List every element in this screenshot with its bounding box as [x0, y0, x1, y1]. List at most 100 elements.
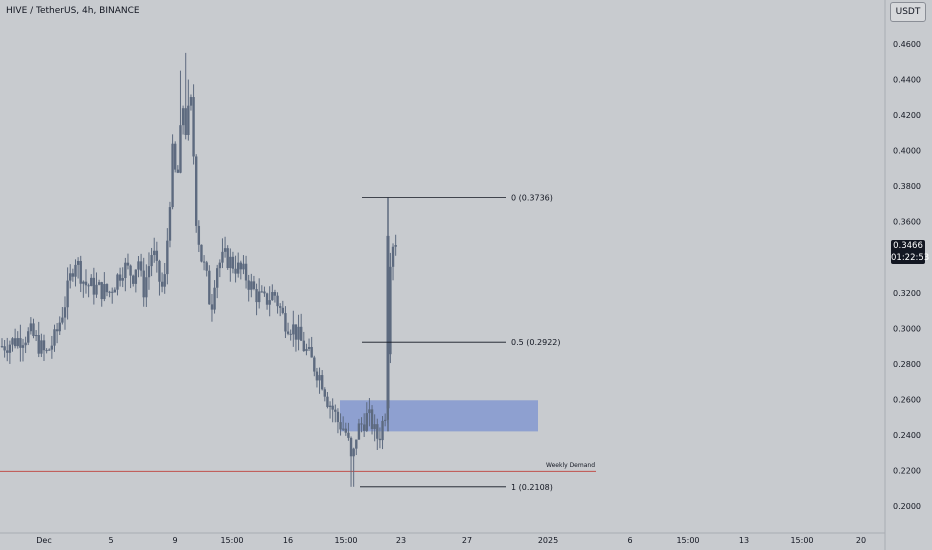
time-tick-label: 2025	[538, 536, 558, 545]
candle-body	[276, 295, 279, 307]
candle-body	[378, 438, 382, 441]
candle-body	[216, 268, 219, 288]
currency-button[interactable]: USDT	[890, 2, 926, 22]
candle-body	[79, 260, 82, 284]
candle-body	[153, 250, 156, 256]
candle-body	[213, 287, 216, 310]
candle-body	[328, 405, 332, 407]
candle-body	[373, 424, 376, 429]
candle-body	[268, 300, 271, 305]
candle-body	[355, 439, 358, 449]
time-tick-label: Dec	[36, 536, 51, 545]
candle-body	[55, 329, 59, 332]
candle-body	[221, 251, 224, 263]
price-tick-label: 0.2400	[893, 431, 921, 440]
price-tick-label: 0.3800	[893, 182, 921, 191]
candle-body	[108, 291, 111, 293]
candle-body	[318, 375, 321, 381]
candle-body	[362, 424, 366, 431]
candle-body	[307, 346, 311, 349]
candle-body	[181, 108, 185, 126]
candle-body	[273, 292, 277, 296]
candle-body	[76, 260, 80, 265]
candle-body	[265, 293, 269, 305]
candle-body	[126, 262, 130, 266]
candle-body	[21, 345, 25, 348]
candle-body	[305, 348, 308, 352]
price-tick-label: 0.3200	[893, 289, 921, 298]
time-tick-label: 15:00	[334, 536, 357, 545]
candle-body	[150, 255, 153, 267]
candle-body	[29, 323, 33, 332]
candle-body	[50, 345, 54, 350]
candle-body	[320, 375, 324, 390]
candle-body	[341, 428, 345, 430]
candle-body	[97, 282, 101, 285]
candle-body	[142, 270, 145, 298]
candle-body	[40, 340, 43, 354]
candle-body	[389, 266, 392, 355]
candle-body	[63, 307, 67, 318]
symbol-header: HIVE / TetherUS, 4h, BINANCE	[6, 6, 140, 16]
candle-body	[90, 277, 93, 287]
time-tick-label: 6	[627, 536, 632, 545]
candle-body	[331, 405, 334, 410]
time-tick-label: 5	[108, 536, 113, 545]
candle-body	[105, 284, 109, 293]
time-tick-label: 9	[172, 536, 177, 545]
bar-countdown: 01:22:53	[891, 253, 930, 263]
candle-body	[242, 263, 245, 270]
candle-body	[229, 256, 232, 269]
candle-body	[344, 428, 347, 433]
candle-body	[137, 261, 140, 270]
time-tick-label: 23	[396, 536, 406, 545]
candle-body	[103, 284, 106, 300]
candle-body	[297, 326, 300, 340]
time-tick-label: 16	[283, 536, 293, 545]
candle-body	[95, 284, 98, 295]
candle-body	[195, 156, 198, 226]
candle-body	[74, 264, 77, 277]
candle-body	[315, 371, 319, 381]
candle-body	[391, 246, 395, 267]
candle-body	[218, 262, 222, 269]
candle-body	[171, 143, 174, 208]
candle-body	[187, 105, 190, 135]
candle-body	[100, 282, 103, 300]
candle-body	[116, 274, 119, 290]
time-tick-label: 15:00	[220, 536, 243, 545]
candle-body	[286, 331, 290, 334]
candle-body	[210, 304, 214, 310]
price-tick-label: 0.4200	[893, 111, 921, 120]
candle-body	[239, 262, 243, 270]
candle-body	[260, 291, 264, 293]
candle-body	[113, 289, 117, 293]
candle-body	[376, 424, 379, 439]
candle-body	[3, 346, 6, 351]
fib-level-label: 0.5 (0.2922)	[511, 338, 561, 347]
candle-body	[160, 281, 164, 287]
candle-body	[145, 277, 148, 298]
candle-body	[289, 333, 292, 335]
candle-body	[271, 292, 274, 301]
candle-body	[184, 108, 187, 135]
price-tick-label: 0.2000	[893, 502, 921, 511]
price-tick-label: 0.4400	[893, 76, 921, 85]
candle-body	[313, 357, 316, 372]
candle-body	[244, 263, 248, 281]
candle-body	[134, 269, 138, 284]
price-tick-label: 0.2200	[893, 466, 921, 475]
candle-body	[13, 338, 17, 347]
candle-body	[176, 169, 180, 173]
candle-body	[42, 340, 46, 351]
candle-body	[326, 396, 329, 407]
candle-body	[8, 344, 12, 353]
candle-body	[347, 432, 350, 438]
candle-body	[155, 250, 159, 261]
candle-body	[381, 420, 384, 441]
impulse-candle-body	[386, 235, 390, 409]
candle-body	[45, 350, 48, 352]
weekly-demand-label: Weekly Demand	[546, 462, 596, 469]
